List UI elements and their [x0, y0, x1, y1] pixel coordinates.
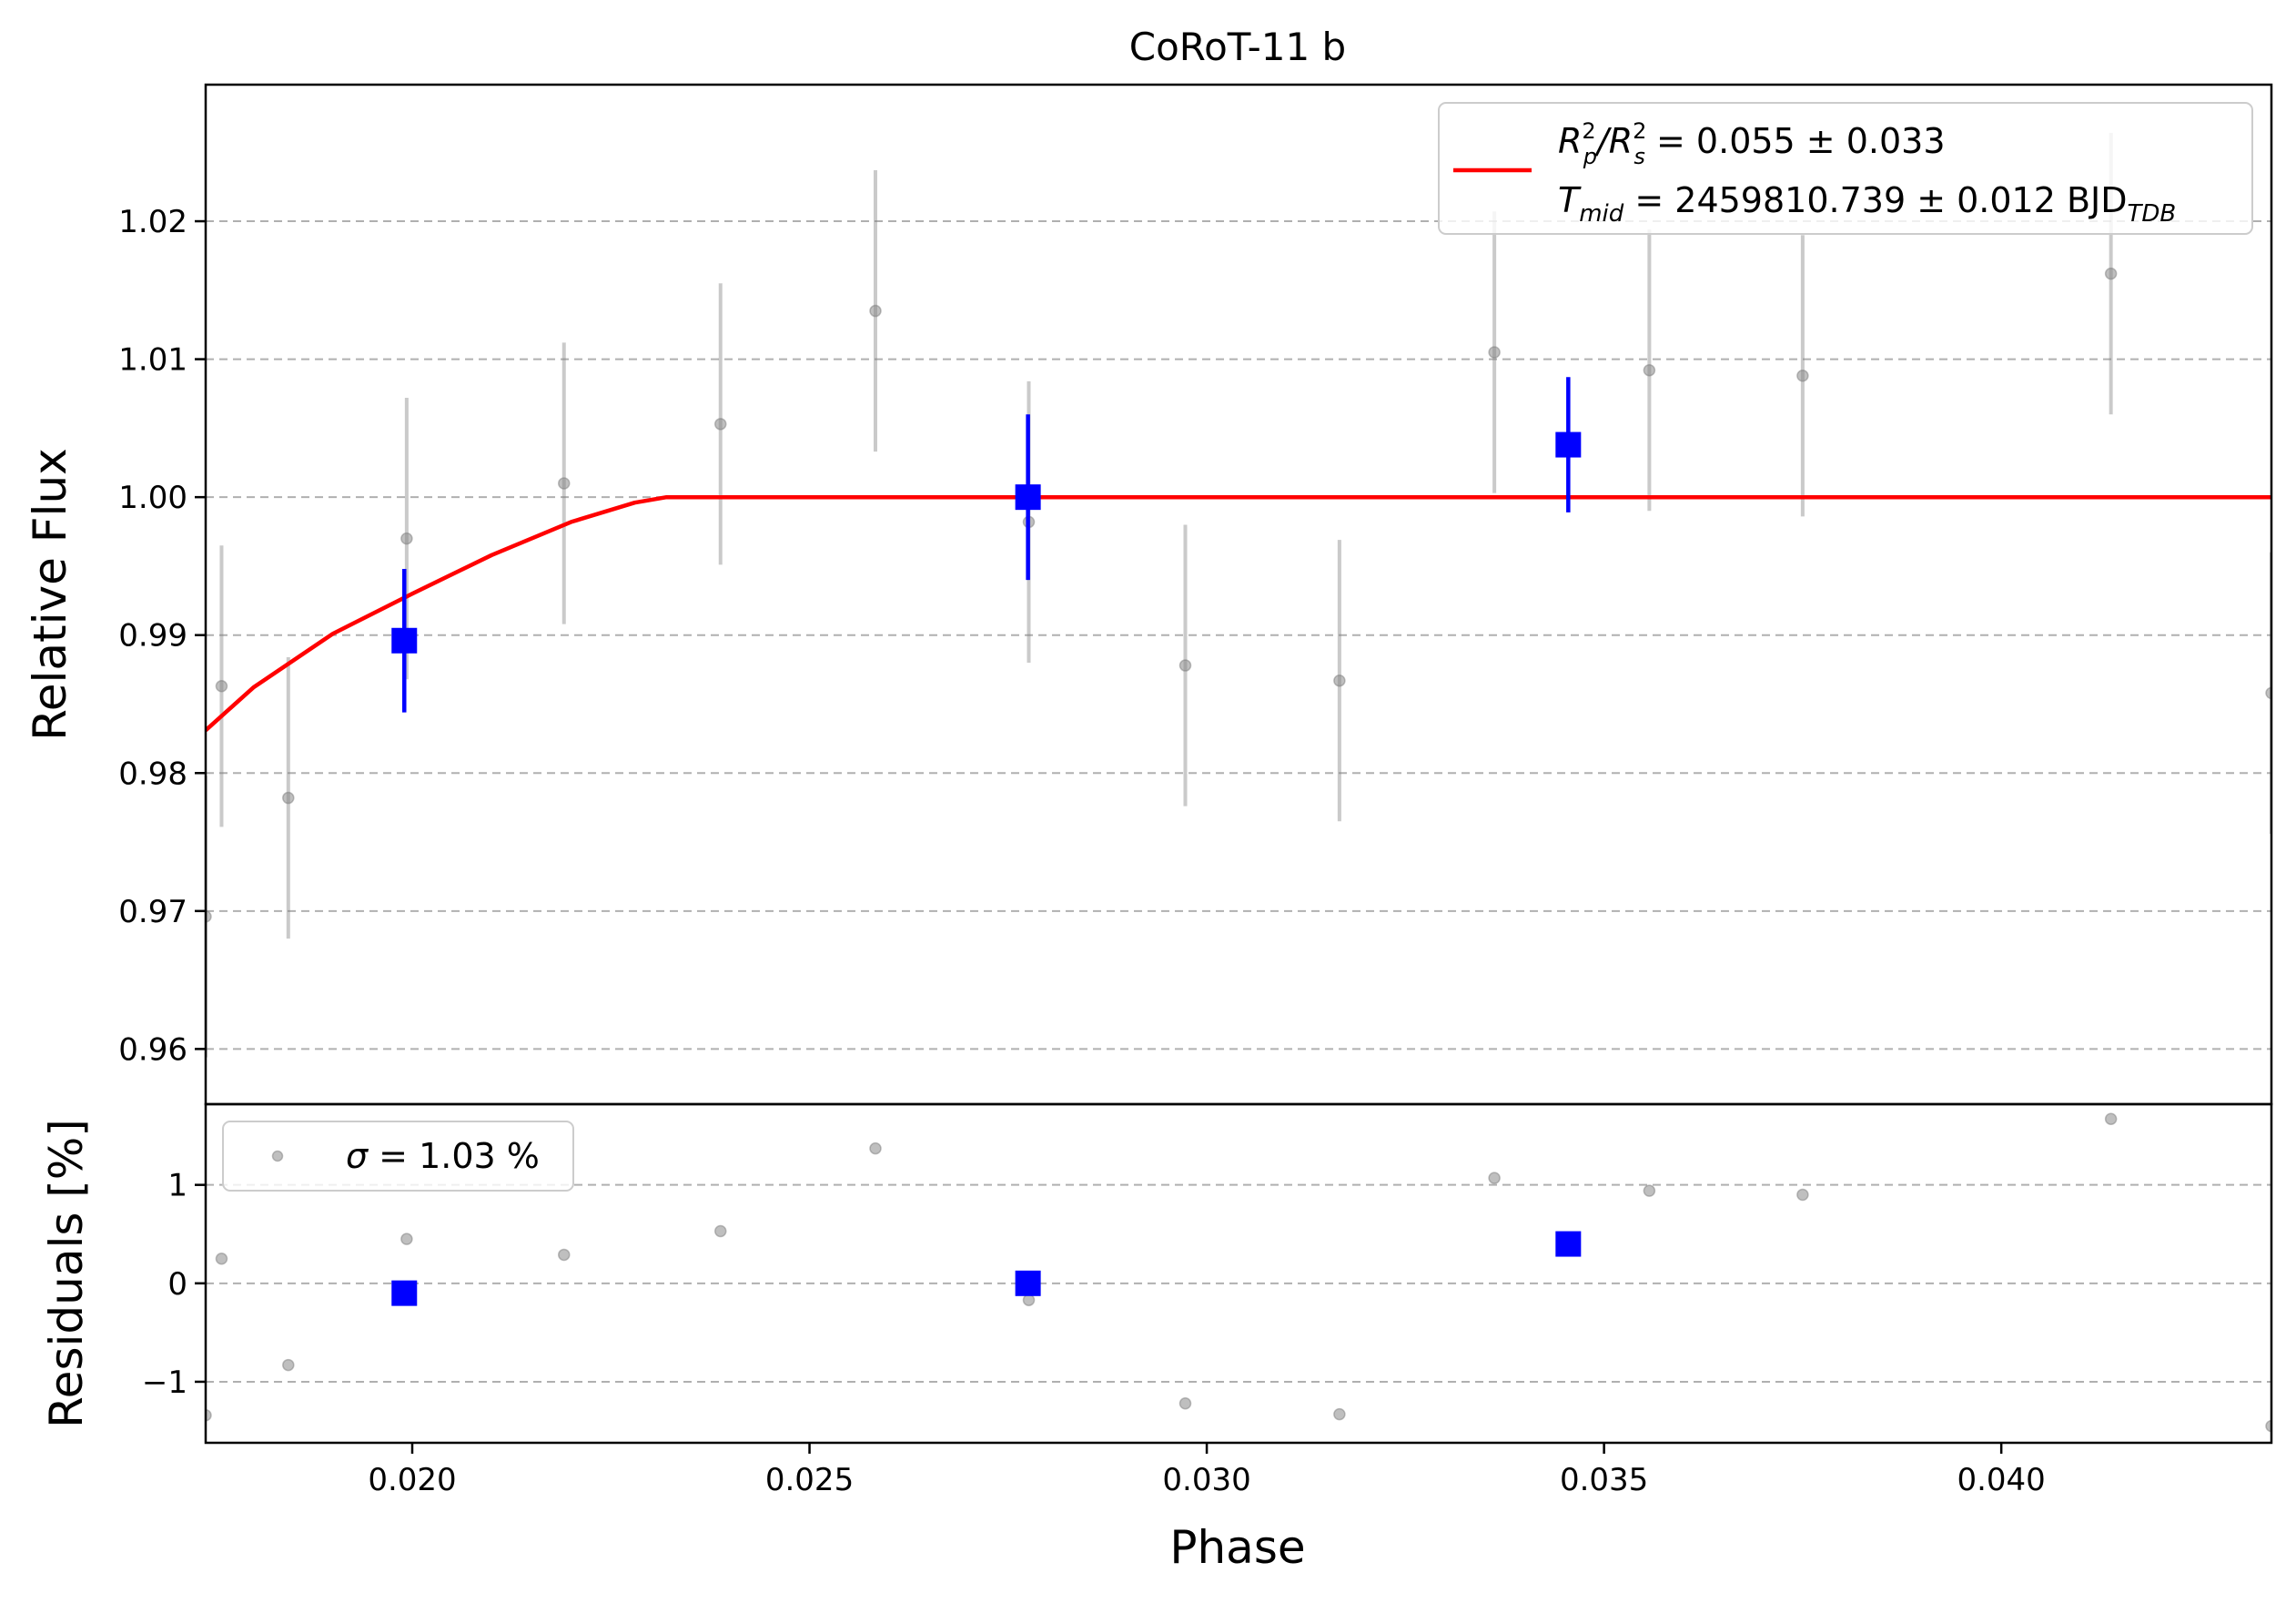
- model-curve: [206, 494, 2271, 732]
- data-point: [869, 304, 882, 318]
- top-y-axis-ticks: 0.96 0.97 0.98 0.99 1.00 1.01 1.02: [118, 204, 206, 1068]
- legend-sup-2: 2: [1633, 118, 1646, 144]
- binned-residual-point: [1555, 1231, 1582, 1257]
- data-point: [558, 477, 571, 490]
- bottom-y-tick-label: 1: [167, 1168, 187, 1204]
- data-point: [1333, 674, 1346, 687]
- data-point: [1796, 370, 1809, 382]
- residual-point: [215, 1253, 228, 1265]
- x-tick-label: 0.025: [765, 1462, 854, 1498]
- residual-point: [1178, 1396, 1192, 1410]
- data-point: [1643, 363, 1656, 377]
- legend-tmid-value: = 2459810.739 ± 0.012 BJD: [1623, 180, 2127, 220]
- data-point: [1488, 346, 1501, 359]
- binned-residual-point: [1015, 1270, 1041, 1296]
- data-point: [206, 910, 212, 923]
- data-point: [400, 532, 413, 545]
- legend-r-p: R: [1558, 121, 1582, 161]
- residual-point: [400, 1233, 413, 1245]
- x-tick-label: 0.040: [1957, 1462, 2045, 1498]
- legend-sub-p: p: [1583, 144, 1597, 169]
- data-point: [282, 791, 295, 805]
- residual-point: [1643, 1184, 1656, 1197]
- bottom-data-points: [206, 1112, 2271, 1433]
- legend-radius-ratio: R2 p/R2 s = 0.055 ± 0.033: [1558, 118, 1946, 169]
- data-point: [215, 680, 228, 693]
- legend-sigma-symbol: σ: [346, 1136, 369, 1176]
- bottom-y-tick-label: 0: [167, 1266, 187, 1303]
- top-binned-points: [391, 377, 1582, 713]
- data-point: [2265, 686, 2271, 700]
- residual-point: [282, 1358, 295, 1372]
- residual-point: [1488, 1172, 1501, 1184]
- x-tick-label: 0.020: [368, 1462, 456, 1498]
- bottom-y-tick-label: −1: [142, 1365, 187, 1401]
- x-tick-label: 0.035: [1560, 1462, 1648, 1498]
- binned-point: [1555, 431, 1582, 458]
- top-y-tick-label: 0.99: [118, 618, 187, 654]
- legend-sigma-value: = 1.03 %: [368, 1136, 540, 1176]
- legend-t: T: [1558, 180, 1582, 220]
- top-legend: R2 p/R2 s = 0.055 ± 0.033 Tmid = 2459810.7…: [1438, 102, 2253, 235]
- x-tick-label: 0.030: [1162, 1462, 1250, 1498]
- binned-point: [1015, 484, 1041, 511]
- legend-sup-1: 2: [1582, 118, 1595, 144]
- data-point: [714, 418, 727, 431]
- top-y-tick-label: 0.96: [118, 1031, 187, 1068]
- binned-residual-point: [391, 1280, 418, 1306]
- residual-point: [714, 1224, 727, 1238]
- residual-point: [558, 1248, 571, 1262]
- top-y-tick-label: 1.02: [118, 204, 187, 240]
- bottom-legend: σ = 1.03 %: [222, 1121, 574, 1192]
- bottom-plot-frame: [204, 1102, 2273, 1445]
- residual-point: [1022, 1294, 1036, 1306]
- residual-point: [1333, 1407, 1346, 1421]
- legend-tmid: Tmid = 2459810.739 ± 0.012 BJDTDB: [1558, 180, 2176, 228]
- binned-point: [391, 627, 418, 654]
- legend-sigma: σ = 1.03 %: [346, 1136, 540, 1176]
- top-model-curve: [206, 494, 2271, 732]
- top-y-tick-label: 0.97: [118, 894, 187, 930]
- residual-point: [2265, 1419, 2271, 1433]
- legend-residual-marker: [271, 1150, 284, 1162]
- chart-title: CoRoT-11 b: [1129, 25, 1346, 69]
- data-point: [1178, 659, 1192, 672]
- residual-point: [2104, 1112, 2118, 1125]
- residual-point: [1796, 1188, 1809, 1202]
- bottom-binned-points: [391, 1231, 1582, 1306]
- top-y-tick-label: 1.00: [118, 480, 187, 516]
- legend-radius-value: = 0.055 ± 0.033: [1645, 121, 1946, 161]
- bottom-legend-box: [222, 1121, 574, 1192]
- x-axis-label: Phase: [1169, 1521, 1305, 1574]
- bottom-y-axis-label: Residuals [%]: [40, 1119, 93, 1428]
- legend-sub-tdb: TDB: [2128, 200, 2177, 228]
- top-y-tick-label: 0.98: [118, 756, 187, 792]
- top-legend-box: [1438, 102, 2253, 235]
- residual-point: [869, 1141, 882, 1155]
- top-y-axis-label: Relative Flux: [24, 448, 76, 740]
- data-point: [2104, 267, 2118, 280]
- residual-point: [206, 1408, 212, 1422]
- bottom-axis-ticks: −1 0 1 0.020 0.025 0.030 0.035 0.040: [142, 1168, 2046, 1498]
- legend-r-s: /R: [1594, 121, 1633, 161]
- legend-sub-s: s: [1633, 144, 1645, 169]
- legend-sub-mid: mid: [1579, 200, 1624, 228]
- top-y-tick-label: 1.01: [118, 342, 187, 379]
